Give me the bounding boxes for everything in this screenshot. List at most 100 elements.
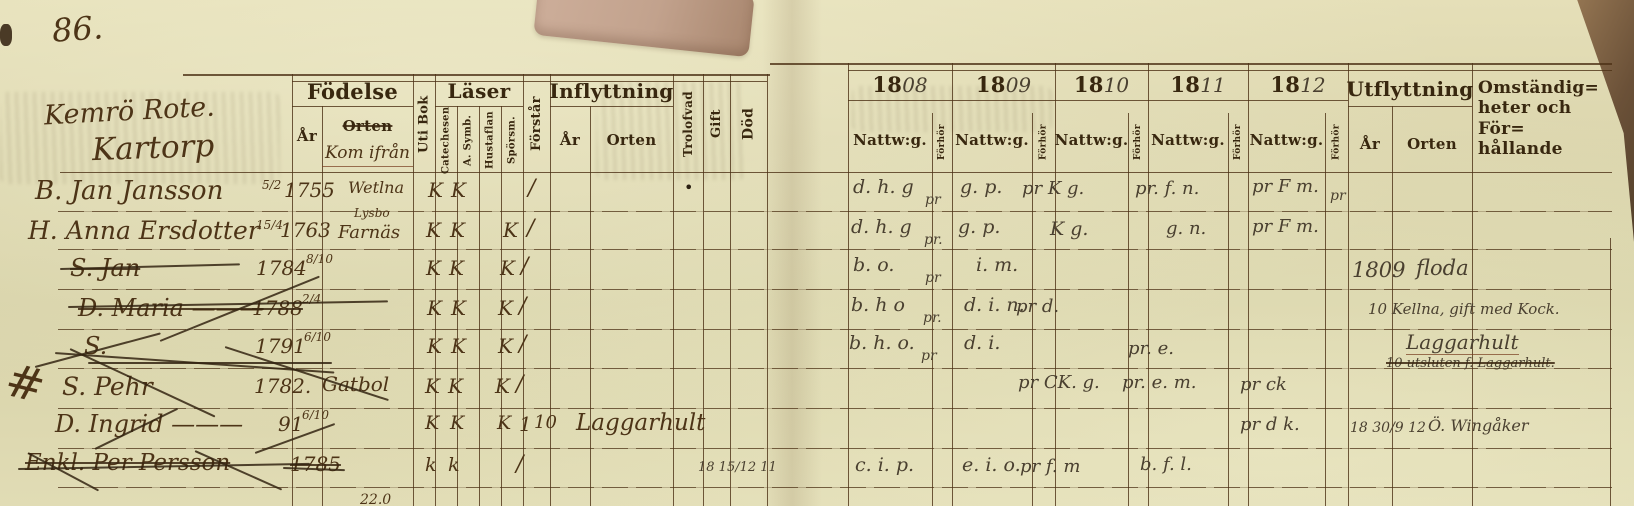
strike-stroke bbox=[194, 450, 283, 491]
moved-out-year: 18 30/9 12 bbox=[1350, 420, 1426, 436]
row-rule bbox=[58, 249, 1612, 250]
binding-mark bbox=[0, 24, 12, 46]
grid-line bbox=[523, 74, 524, 506]
forstar-mark: 1 bbox=[519, 412, 532, 436]
birth-year: 91 bbox=[278, 412, 304, 436]
grid-line bbox=[673, 74, 674, 506]
birth-date-fraction: 6/10 bbox=[304, 330, 331, 344]
forstar-mark: / bbox=[516, 372, 524, 397]
communion-1808: b. h o bbox=[851, 294, 905, 316]
col-header-fodelse: Födelse bbox=[306, 78, 399, 104]
row-rule bbox=[58, 408, 1612, 409]
grid-line bbox=[1610, 238, 1611, 506]
grid-line bbox=[550, 74, 551, 506]
communion-1808: d. h. g bbox=[851, 216, 912, 238]
forstar-mark: / bbox=[519, 332, 527, 357]
communion-1810: K g. bbox=[1050, 218, 1089, 240]
year-printed: 18 bbox=[975, 72, 1006, 97]
year-printed: 18 bbox=[872, 72, 903, 97]
col-header-nattwg-1808: Nattw:g. bbox=[853, 131, 927, 149]
year-written: 12 bbox=[1300, 73, 1326, 97]
remarks-note: Laggarhult bbox=[1406, 330, 1519, 355]
person-name: B. Jan Jansson bbox=[35, 176, 224, 206]
death-date: 18 15/12 11 bbox=[698, 460, 777, 475]
person-name: Enkl. Per Persson bbox=[25, 450, 231, 476]
table-row: H. Anna Ersdotter 15/4 1763 Lysbo Farnäs… bbox=[0, 206, 1634, 252]
forhor-1808: pr bbox=[925, 192, 941, 208]
strike-stroke bbox=[59, 263, 240, 270]
grid-line bbox=[183, 74, 770, 76]
communion-1809: i. m. bbox=[976, 254, 1019, 276]
grid-line bbox=[435, 74, 436, 506]
birth-year: 1763 bbox=[280, 218, 331, 242]
grid-line bbox=[730, 74, 731, 506]
communion-1808: b. o. bbox=[853, 254, 895, 276]
forhor-1812: pr bbox=[1330, 188, 1346, 204]
row-rule bbox=[58, 211, 1612, 212]
forstar-mark: / bbox=[527, 216, 535, 241]
birth-date-fraction: 6/10 bbox=[302, 408, 329, 422]
year-printed: 18 bbox=[1073, 72, 1104, 97]
col-header-kom-ifran: Kom ifrån bbox=[322, 140, 413, 167]
year-written: 09 bbox=[1005, 73, 1032, 97]
grid-line bbox=[292, 106, 413, 107]
communion-1811: pr. e. m. bbox=[1122, 372, 1197, 393]
reading-mark-sporsm: K bbox=[498, 334, 513, 358]
reading-mark-sporsm: K bbox=[503, 218, 518, 242]
grid-line bbox=[590, 106, 591, 506]
communion-1808: c. i. p. bbox=[855, 454, 915, 476]
reading-mark-symb: K bbox=[451, 296, 466, 320]
communion-1810: pr f. m bbox=[1020, 456, 1081, 477]
forstar-mark: / bbox=[516, 452, 524, 477]
year-header-1812: 1812 bbox=[1248, 72, 1348, 98]
grid-line bbox=[848, 100, 1348, 101]
birth-date-fraction: 8/10 bbox=[306, 252, 333, 266]
birth-year: 1782. bbox=[254, 374, 312, 398]
forstar-mark: / bbox=[519, 294, 527, 319]
grid-line bbox=[322, 106, 323, 506]
grid-line bbox=[413, 74, 414, 506]
communion-1810: pr K g. bbox=[1022, 178, 1085, 199]
grid-line bbox=[1055, 63, 1056, 506]
col-header-omstandigheter: Omständig= heter och För= hållande bbox=[1478, 78, 1610, 160]
forhor-1808: pr. bbox=[924, 232, 943, 248]
col-header-nattwg-1809: Nattw:g. bbox=[955, 131, 1029, 149]
col-header-nattwg-1812: Nattw:g. bbox=[1249, 131, 1324, 149]
year-printed: 18 bbox=[1170, 72, 1201, 97]
reading-mark-symb: K bbox=[448, 374, 463, 398]
grid-line bbox=[1348, 63, 1349, 506]
birth-year: 1791 bbox=[255, 334, 306, 358]
grid-line bbox=[1032, 113, 1033, 506]
grid-line bbox=[1472, 63, 1473, 506]
col-header-nattwg-1810: Nattw:g. bbox=[1054, 131, 1129, 149]
grid-line bbox=[1228, 113, 1229, 506]
reading-mark-catechesen: K bbox=[427, 296, 442, 320]
col-header-inflyttning: Inflyttning bbox=[549, 79, 674, 103]
reading-mark-catechesen: k bbox=[425, 454, 437, 476]
grid-line bbox=[457, 106, 458, 506]
table-row: D. Ingrid ——— 91 6/10 K K K 1 10 Laggarh… bbox=[0, 408, 1634, 448]
strike-stroke bbox=[88, 362, 332, 364]
birth-place: Wetlna bbox=[348, 178, 404, 197]
omstandigheter-line1: Omständig= bbox=[1478, 78, 1600, 98]
moved-in-year: 10 bbox=[534, 412, 557, 433]
birth-date-fraction: 22.0 bbox=[360, 492, 392, 506]
grid-line bbox=[952, 63, 953, 506]
grid-line bbox=[435, 106, 523, 107]
birth-place: Farnäs bbox=[338, 222, 401, 243]
moved-out-place: Ö. Wingåker bbox=[1428, 416, 1529, 435]
forhor-1808: pr. bbox=[923, 310, 942, 326]
grid-line bbox=[501, 106, 502, 506]
birth-date-fraction: 15/4 bbox=[256, 218, 283, 232]
table-row: S. 1791 6/10 K K K / b. h. o. pr d. i. p… bbox=[0, 330, 1634, 371]
year-header-1811: 1811 bbox=[1148, 72, 1248, 98]
birth-place: Gatbol bbox=[322, 372, 390, 396]
fold-crease bbox=[762, 0, 822, 506]
remarks-note: 10 Kellna, gift med Kock. bbox=[1368, 300, 1560, 318]
communion-1809: g. p. bbox=[960, 176, 1003, 198]
moved-out-place: floda bbox=[1416, 256, 1469, 280]
communion-1809: e. i. o. bbox=[962, 454, 1021, 476]
